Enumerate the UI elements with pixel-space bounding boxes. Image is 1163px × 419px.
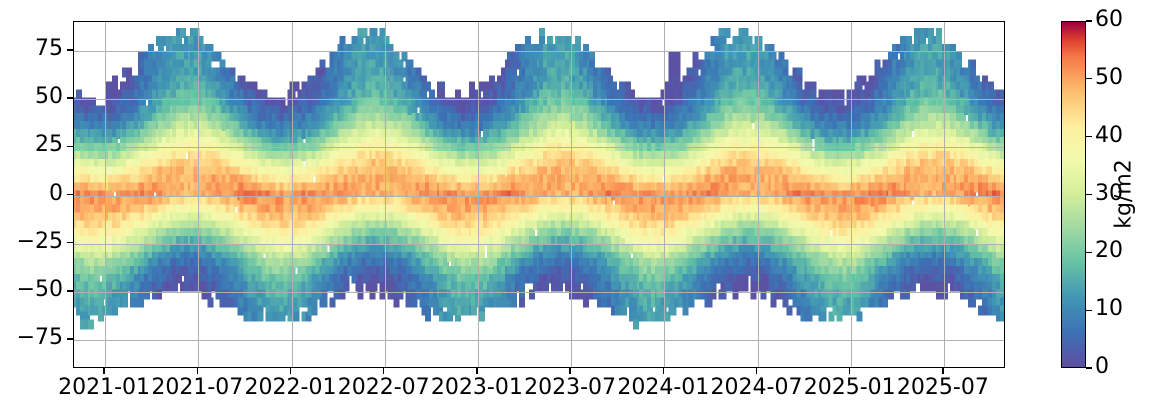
x-tick-label-2021-07: 2021-07 xyxy=(151,375,244,400)
colorbar-tick-mark-60 xyxy=(1086,20,1092,22)
heatmap-axes[interactable] xyxy=(73,21,1005,368)
x-tick-label-2023-01: 2023-01 xyxy=(430,375,523,400)
colorbar[interactable] xyxy=(1061,21,1086,368)
colorbar-gradient xyxy=(1062,22,1085,367)
colorbar-tick-mark-0 xyxy=(1086,367,1092,369)
colorbar-tick-mark-40 xyxy=(1086,136,1092,138)
x-tick-mark-2023-01 xyxy=(476,368,478,374)
x-tick-mark-2024-01 xyxy=(662,368,664,374)
x-tick-mark-2021-07 xyxy=(196,368,198,374)
x-tick-label-2022-07: 2022-07 xyxy=(337,375,430,400)
y-tick-mark--75 xyxy=(67,338,73,340)
y-tick-mark--50 xyxy=(67,290,73,292)
x-tick-mark-2021-01 xyxy=(103,368,105,374)
colorbar-tick-mark-20 xyxy=(1086,251,1092,253)
colorbar-tick-mark-10 xyxy=(1086,309,1092,311)
colorbar-axis-label: kg/m2 xyxy=(1111,159,1137,229)
colorbar-tick-label-10: 10 xyxy=(1095,296,1123,322)
y-tick-mark-75 xyxy=(67,49,73,51)
colorbar-tick-label-60: 60 xyxy=(1095,7,1123,32)
colorbar-tick-label-20: 20 xyxy=(1095,238,1123,264)
x-tick-label-2023-07: 2023-07 xyxy=(524,375,617,400)
y-tick-mark-50 xyxy=(67,97,73,99)
x-tick-label-2024-07: 2024-07 xyxy=(710,375,803,400)
y-tick-mark-25 xyxy=(67,145,73,147)
x-tick-mark-2022-01 xyxy=(289,368,292,374)
y-tick-label-50: 50 xyxy=(35,84,63,110)
y-tick-label--50: −50 xyxy=(16,276,63,302)
colorbar-tick-label-50: 50 xyxy=(1095,64,1123,90)
y-tick-label--25: −25 xyxy=(16,228,63,254)
x-tick-mark-2024-07 xyxy=(755,368,758,374)
colorbar-tick-label-30: 30 xyxy=(1095,180,1123,206)
x-tick-label-2025-01: 2025-01 xyxy=(803,375,896,400)
x-tick-label-2025-07: 2025-07 xyxy=(896,375,989,400)
y-tick-mark-0 xyxy=(67,193,73,196)
colorbar-tick-mark-30 xyxy=(1086,193,1092,196)
y-tick-label-0: 0 xyxy=(49,180,63,206)
x-tick-mark-2022-07 xyxy=(383,368,385,374)
x-tick-label-2024-01: 2024-01 xyxy=(617,375,710,400)
y-tick-label-75: 75 xyxy=(35,35,63,61)
colorbar-tick-mark-50 xyxy=(1086,78,1092,80)
y-tick-label-25: 25 xyxy=(35,132,63,158)
x-tick-mark-2025-07 xyxy=(942,368,944,374)
colorbar-tick-label-0: 0 xyxy=(1095,354,1109,379)
x-tick-label-2021-01: 2021-01 xyxy=(58,375,151,400)
x-tick-mark-2023-07 xyxy=(569,368,571,374)
x-tick-label-2022-01: 2022-01 xyxy=(244,375,337,400)
y-tick-label--75: −75 xyxy=(16,325,63,351)
x-tick-mark-2025-01 xyxy=(849,368,851,374)
colorbar-tick-label-40: 40 xyxy=(1095,122,1123,148)
y-tick-mark--25 xyxy=(67,242,73,244)
heatmap-image xyxy=(74,22,1004,367)
